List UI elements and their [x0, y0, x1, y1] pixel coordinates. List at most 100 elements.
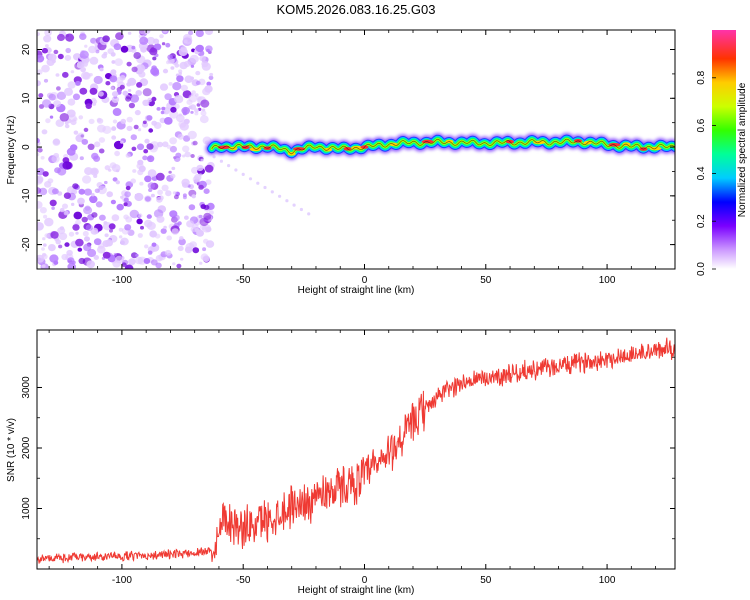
noise-speck	[134, 192, 144, 202]
noise-speck	[139, 181, 144, 186]
noise-speck	[57, 227, 66, 235]
noise-speck	[53, 49, 59, 55]
noise-speck	[248, 177, 253, 181]
noise-speck	[156, 107, 161, 111]
noise-speck	[48, 244, 56, 252]
noise-speck	[61, 253, 69, 261]
noise-speck	[57, 167, 67, 176]
noise-speck	[186, 220, 195, 228]
noise-speck	[81, 138, 89, 145]
noise-speck	[146, 155, 155, 163]
noise-speck	[146, 36, 156, 45]
noise-speck	[91, 97, 96, 102]
noise-speck	[146, 143, 154, 150]
noise-speck	[152, 56, 157, 61]
noise-speck	[136, 218, 143, 225]
noise-speck	[44, 217, 54, 227]
noise-speck	[199, 217, 209, 227]
noise-speck	[166, 235, 172, 241]
noise-speck	[175, 152, 182, 158]
noise-speck	[126, 82, 132, 87]
noise-speck	[130, 178, 136, 184]
noise-speck	[180, 257, 184, 261]
noise-speck	[192, 247, 200, 254]
noise-speck	[146, 115, 153, 121]
noise-speck	[67, 81, 76, 89]
colorbar-ticks: 0.0 0.2 0.4 0.6 0.8	[696, 70, 716, 276]
noise-speck	[150, 193, 155, 198]
noise-speck	[96, 118, 104, 124]
noise-speck	[124, 264, 134, 269]
noise-speck	[125, 96, 132, 102]
noise-speck	[112, 119, 118, 124]
noise-speck	[63, 192, 71, 199]
noise-speck	[126, 116, 133, 123]
noise-speck	[176, 263, 182, 269]
noise-speck	[125, 185, 131, 191]
noise-speck	[199, 115, 209, 124]
noise-speck	[111, 60, 116, 64]
noise-speck	[99, 214, 106, 221]
noise-speck	[160, 228, 167, 234]
noise-speck	[109, 75, 118, 83]
noise-speck	[125, 153, 131, 158]
noise-speck	[94, 188, 100, 194]
noise-speck	[120, 140, 124, 144]
noise-speck	[307, 212, 311, 216]
noise-speck	[50, 231, 59, 239]
noise-speck	[82, 72, 91, 80]
y-tick-label: 1000	[21, 497, 32, 520]
noise-speck	[42, 171, 49, 177]
y-tick-label: 10	[21, 92, 32, 104]
noise-speck	[82, 230, 89, 237]
noise-speck	[178, 69, 183, 74]
noise-speck	[263, 185, 267, 190]
noise-speck	[116, 203, 124, 211]
noise-speck	[203, 204, 210, 210]
noise-speck	[169, 137, 178, 145]
noise-speck	[41, 129, 48, 135]
noise-speck	[83, 243, 92, 252]
noise-speck	[120, 45, 129, 53]
noise-speck	[70, 70, 75, 74]
noise-speck	[174, 63, 180, 68]
noise-speck	[166, 60, 170, 65]
top-y-axis-label: Frequency (Hz)	[6, 116, 17, 185]
noise-speck	[200, 158, 204, 162]
chart-title: KOM5.2026.083.16.25.G03	[276, 2, 435, 17]
noise-speck	[75, 231, 79, 235]
noise-speck	[79, 50, 89, 59]
noise-speck	[190, 154, 195, 158]
noise-speck	[37, 32, 40, 37]
noise-speck	[97, 185, 107, 195]
noise-speck	[159, 34, 164, 39]
noise-speck	[170, 106, 177, 113]
noise-speck	[128, 258, 136, 266]
noise-speck	[75, 80, 81, 86]
noise-speck	[37, 175, 44, 184]
noise-speck	[114, 58, 123, 66]
noise-speck	[58, 244, 63, 249]
noise-speck	[79, 156, 84, 161]
noise-speck	[153, 38, 160, 45]
noise-speck	[120, 237, 129, 246]
noise-speck	[91, 212, 98, 218]
noise-speck	[201, 108, 206, 112]
noise-speck	[162, 141, 169, 148]
noise-speck	[180, 84, 188, 92]
noise-speck	[137, 233, 143, 238]
noise-speck	[82, 175, 92, 184]
noise-speck	[44, 233, 50, 239]
noise-speck	[165, 249, 172, 256]
noise-speck	[138, 30, 148, 35]
noise-speck	[190, 110, 194, 114]
noise-speck	[171, 228, 179, 235]
noise-speck	[95, 201, 103, 208]
noise-speck	[219, 159, 223, 163]
x-tick-label: -100	[112, 575, 132, 586]
noise-speck	[159, 83, 169, 91]
noise-speck	[285, 199, 289, 203]
noise-speck	[183, 118, 190, 125]
noise-speck	[151, 96, 157, 102]
